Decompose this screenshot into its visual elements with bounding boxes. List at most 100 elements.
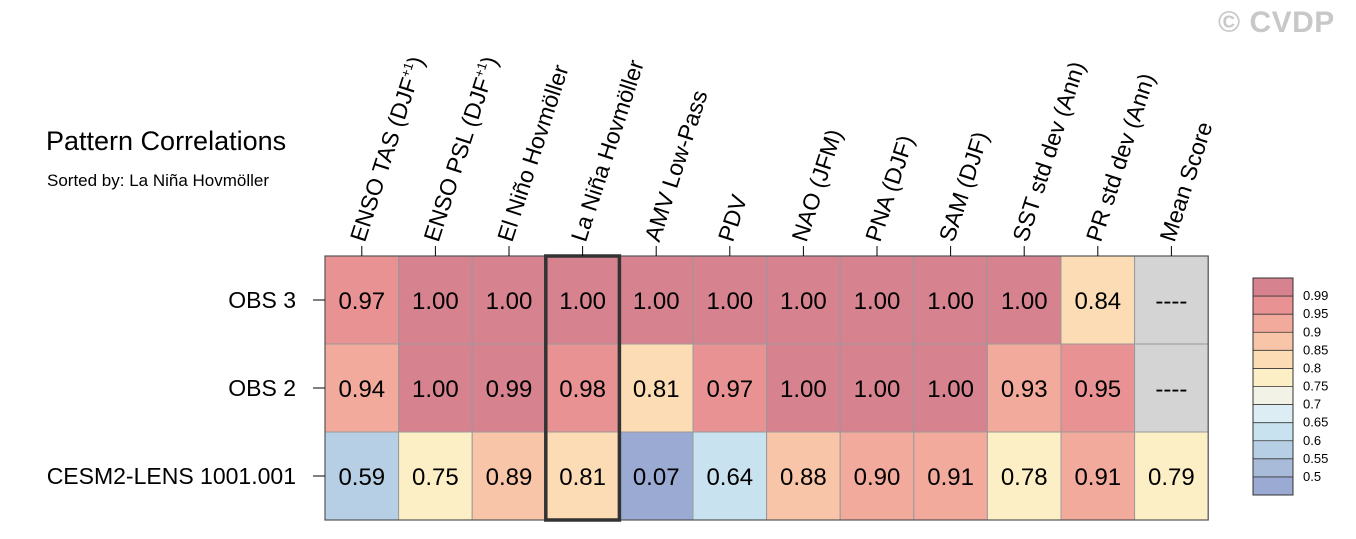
heatmap-cell	[692, 343, 768, 433]
cell-value-label: 0.94	[338, 376, 385, 403]
colorbar: 0.99 0.95 0.9 0.85 0.8 0.75 0.7 0.65 0.6 0.55 0.5	[1252, 277, 1328, 496]
cell-value-label: 0.81	[633, 376, 680, 403]
cell-value-label: 0.97	[706, 376, 753, 403]
colorbar-swatch	[1253, 458, 1293, 477]
column-label: PDV	[713, 191, 753, 245]
row-label: OBS 2	[228, 375, 296, 401]
heatmap-cell	[913, 343, 988, 433]
chart-title: Pattern Correlations	[46, 126, 287, 156]
heatmap-cell	[692, 431, 768, 521]
column-label: ENSO TAS (DJF+1)	[345, 53, 429, 244]
cell-value-label: 1.00	[927, 288, 974, 315]
cell-value-label: 1.00	[1001, 288, 1048, 315]
heatmap-cell	[1134, 431, 1209, 521]
cell-value-label: 0.95	[1074, 376, 1121, 403]
cell-value-label: 1.00	[486, 288, 533, 315]
chart-subtitle: Sorted by: La Niña Hovmöller	[47, 171, 270, 190]
colorbar-swatch	[1253, 296, 1293, 315]
heatmap-cell	[1060, 343, 1136, 433]
column-label: PNA (DJF)	[860, 132, 919, 245]
colorbar-tick-label: 0.85	[1303, 342, 1328, 357]
row-label: OBS 3	[228, 287, 296, 313]
cell-value-label: 0.78	[1001, 464, 1048, 491]
cell-value-label: 0.88	[780, 464, 827, 491]
column-label: Mean Score	[1154, 119, 1217, 245]
cell-value-label: 1.00	[706, 288, 753, 315]
column-label: NAO (JFM)	[786, 126, 847, 245]
heatmap-cell	[471, 343, 547, 433]
heatmap-cell	[1060, 255, 1136, 345]
heatmap-cell	[766, 343, 841, 433]
colorbar-swatch	[1253, 314, 1293, 333]
colorbar-swatch	[1253, 476, 1293, 495]
cell-value-label: 1.00	[927, 376, 974, 403]
heatmap-cell	[324, 431, 400, 521]
cell-value-label: 0.75	[412, 464, 459, 491]
heatmap-cell	[986, 431, 1062, 521]
cell-value-label: ----	[1155, 288, 1187, 315]
colorbar-tick-label: 0.5	[1303, 469, 1321, 484]
heatmap-cell	[545, 431, 620, 521]
colorbar-tick-label: 0.95	[1303, 306, 1328, 321]
column-label: SST std dev (Ann)	[1007, 58, 1090, 244]
heatmap-cell	[471, 431, 547, 521]
cell-value-label: 0.91	[1074, 464, 1121, 491]
cvdp-watermark: © CVDP	[1218, 6, 1335, 39]
colorbar-swatch	[1253, 350, 1293, 369]
cell-value-label: 0.99	[486, 376, 533, 403]
heatmap-cell	[913, 431, 988, 521]
heatmap-cell	[766, 431, 841, 521]
colorbar-tick-label: 0.99	[1303, 288, 1328, 303]
colorbar-swatch	[1253, 332, 1293, 351]
colorbar-tick-label: 0.9	[1303, 324, 1321, 339]
heatmap-cell	[324, 343, 400, 433]
colorbar-swatch	[1253, 440, 1293, 459]
cell-value-label: 0.84	[1074, 288, 1121, 315]
column-label: SAM (DJF)	[934, 128, 994, 244]
row-label: CESM2-LENS 1001.001	[47, 463, 296, 489]
cell-value-label: 0.07	[633, 464, 680, 491]
cell-value-label: 1.00	[854, 288, 901, 315]
cell-value-label: 0.64	[706, 464, 753, 491]
cell-value-label: 1.00	[854, 376, 901, 403]
cell-value-label: 0.81	[559, 464, 606, 491]
cell-value-label: 0.98	[559, 376, 606, 403]
colorbar-frame	[1252, 277, 1294, 496]
cell-value-label: 0.59	[338, 464, 385, 491]
cell-value-label: 1.00	[780, 288, 827, 315]
cell-value-label: 1.00	[633, 288, 680, 315]
heatmap-cell	[1134, 255, 1209, 345]
column-label: AMV Low-Pass	[639, 87, 712, 245]
cell-value-label: 0.97	[338, 288, 385, 315]
cell-value-label: 0.79	[1148, 464, 1195, 491]
cell-value-label: 0.91	[927, 464, 974, 491]
heatmap-cell	[618, 343, 694, 433]
cell-value-label: 1.00	[780, 376, 827, 403]
heatmap-cell	[1134, 343, 1209, 433]
colorbar-tick-label: 0.8	[1303, 360, 1321, 375]
colorbar-tick-label: 0.55	[1303, 451, 1328, 466]
cell-value-label: 1.00	[559, 288, 606, 315]
colorbar-swatch	[1253, 368, 1293, 387]
heatmap-cell	[398, 255, 473, 345]
cell-value-label: 1.00	[412, 288, 459, 315]
colorbar-tick-label: 0.7	[1303, 397, 1321, 412]
heatmap-cells: 0.97 1.00 1.00 1.00 1.00 1.00 1.00 1.00 1.00 1.00…	[324, 255, 1209, 521]
colorbar-swatch	[1253, 422, 1293, 441]
column-label: PR std dev (Ann)	[1081, 70, 1160, 245]
heatmap-cell	[839, 255, 915, 345]
colorbar-tick-label: 0.65	[1303, 415, 1328, 430]
column-label: La Niña Hovmöller	[566, 56, 649, 244]
cell-value-label: 1.00	[412, 376, 459, 403]
heatmap-grid	[313, 246, 1209, 522]
cell-value-label: 0.89	[486, 464, 533, 491]
cell-value-label: 0.93	[1001, 376, 1048, 403]
cell-value-label: ----	[1155, 376, 1187, 403]
colorbar-swatch	[1253, 386, 1293, 405]
colorbar-tick-label: 0.75	[1303, 379, 1328, 394]
colorbar-swatch	[1253, 404, 1293, 423]
column-label: ENSO PSL (DJF+1)	[418, 53, 502, 244]
colorbar-swatch	[1253, 278, 1293, 297]
cell-value-label: 0.90	[854, 464, 901, 491]
